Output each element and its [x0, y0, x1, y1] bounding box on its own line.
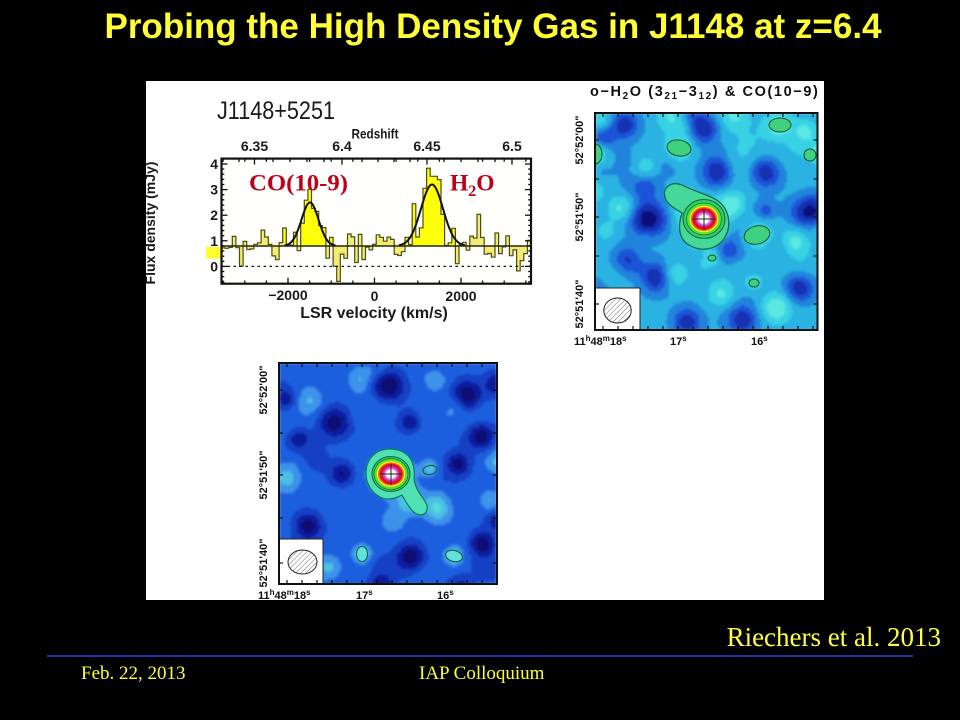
svg-text:LSR velocity (km/s): LSR velocity (km/s)	[300, 305, 448, 322]
svg-text:1: 1	[210, 233, 218, 249]
svg-text:6.5: 6.5	[502, 138, 522, 154]
svg-text:−2000: −2000	[268, 287, 308, 303]
svg-text:CO(10-9): CO(10-9)	[249, 171, 348, 197]
svg-text:52°51'50": 52°51'50"	[258, 451, 270, 500]
svg-text:3: 3	[210, 182, 218, 198]
svg-text:52°51'50": 52°51'50"	[574, 193, 586, 242]
svg-text:0: 0	[371, 288, 379, 304]
svg-text:0: 0	[210, 258, 218, 274]
svg-text:6.4: 6.4	[332, 138, 352, 154]
svg-text:Redshift: Redshift	[352, 126, 399, 142]
svg-text:2000: 2000	[445, 288, 476, 304]
svg-text:52°52'00": 52°52'00"	[258, 366, 270, 415]
svg-text:17s: 17s	[356, 588, 373, 600]
svg-text:11h48m18s: 11h48m18s	[574, 334, 627, 348]
svg-text:16s: 16s	[751, 334, 768, 348]
svg-text:2: 2	[210, 207, 218, 223]
svg-text:6.45: 6.45	[413, 138, 440, 154]
svg-text:o−H2O (321−312) & CO(10−9): o−H2O (321−312) & CO(10−9)	[590, 84, 819, 102]
svg-text:Flux density (mJy): Flux density (mJy)	[146, 162, 158, 285]
svg-text:52°51'40": 52°51'40"	[574, 280, 586, 329]
svg-text:11h48m18s: 11h48m18s	[258, 588, 311, 600]
svg-text:17s: 17s	[670, 334, 687, 348]
svg-text:52°51'40": 52°51'40"	[258, 539, 270, 588]
svg-text:52°52'00": 52°52'00"	[574, 116, 586, 165]
svg-text:6.35: 6.35	[241, 138, 268, 154]
svg-text:J1148+5251: J1148+5251	[217, 97, 335, 125]
svg-text:16s: 16s	[437, 588, 454, 600]
svg-text:4: 4	[210, 156, 218, 172]
